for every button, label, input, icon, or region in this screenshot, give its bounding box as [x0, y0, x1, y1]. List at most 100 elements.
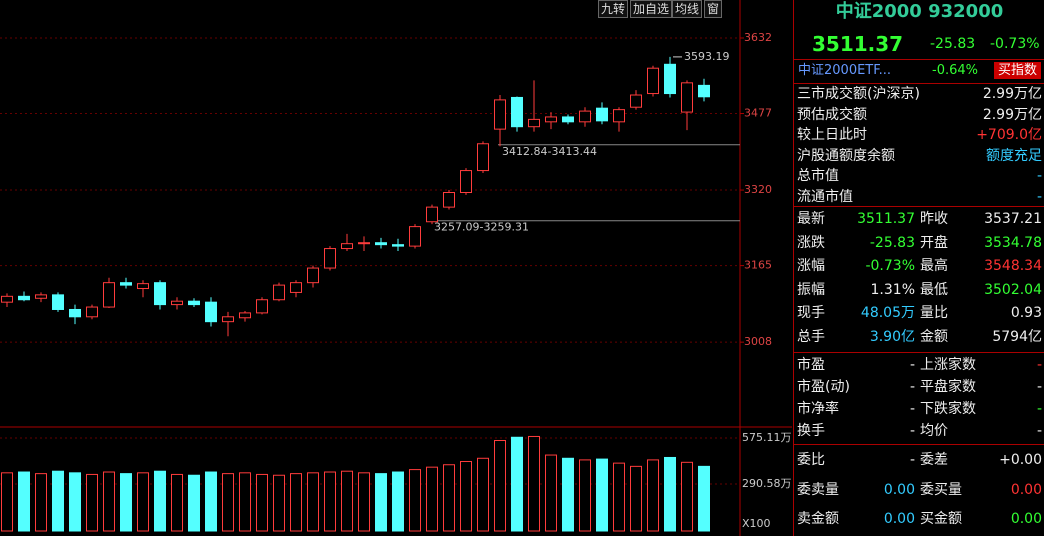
- volume-bar: [222, 473, 234, 532]
- candle-body: [86, 306, 98, 318]
- quote-row: 卖金额 0.00 买金额 0.00: [794, 508, 1044, 530]
- quote-text: 3502.04: [984, 281, 1042, 298]
- volume-bar: [205, 471, 217, 532]
- volume-bar: [630, 465, 642, 532]
- quote-text: -: [1036, 357, 1042, 373]
- candle-body: [443, 191, 455, 208]
- toolbar-button[interactable]: 均线: [672, 0, 703, 18]
- y-tick-label: 290.58万: [742, 477, 792, 490]
- quote-text: 5794亿: [992, 328, 1042, 345]
- quote-row: 沪股通额度余额 额度充足: [794, 145, 1044, 167]
- quote-text: 平盘家数: [920, 379, 976, 395]
- y-tick-label: 3477: [744, 107, 772, 120]
- volume-bar: [443, 464, 455, 532]
- quote-text: 48.05万: [860, 305, 915, 321]
- level-label: 3412.84-3413.44: [502, 145, 597, 158]
- candle-body: [341, 243, 353, 250]
- quote-text: 额度充足: [986, 147, 1042, 164]
- candle-body: [324, 248, 336, 269]
- quote-text: -: [909, 357, 915, 373]
- quote-text: 1.31%: [870, 281, 915, 298]
- volume-bar: [86, 473, 98, 532]
- quote-text: -: [1036, 379, 1042, 395]
- quote-text: 较上日此时: [797, 127, 867, 143]
- quote-text: 上涨家数: [920, 357, 976, 373]
- quote-text: 委买量: [920, 481, 962, 498]
- candle-body: [562, 116, 574, 123]
- quote-text: 3.90亿: [869, 328, 915, 345]
- toolbar-button[interactable]: 加自选: [630, 0, 673, 18]
- quote-text: 3548.34: [984, 258, 1042, 274]
- index-title: 中证2000 932000: [835, 1, 1004, 22]
- quote-row: 现手 48.05万 量比 0.93: [794, 302, 1044, 324]
- volume-bar: [409, 469, 421, 532]
- volume-bar: [681, 461, 693, 532]
- candle-body: [494, 99, 506, 130]
- candle-body: [1, 295, 13, 303]
- quote-text: -: [1036, 168, 1042, 184]
- candle-body: [664, 63, 676, 95]
- quote-text: 0.00: [883, 511, 915, 527]
- quote-row: 涨跌 -25.83 开盘 3534.78: [794, 232, 1044, 254]
- quote-text: 0.93: [1010, 305, 1042, 321]
- quote-text: -: [909, 452, 915, 468]
- volume-bar: [477, 457, 489, 532]
- quote-text: 0.00: [883, 481, 915, 498]
- etf-pct: -0.64%: [932, 63, 978, 78]
- candle-body: [290, 282, 302, 293]
- etf-name[interactable]: 中证2000ETF...: [798, 63, 892, 78]
- candle-body: [171, 300, 183, 306]
- y-tick-label: 575.11万: [742, 431, 792, 444]
- volume-bar: [52, 470, 64, 532]
- y-tick-label: 3632: [744, 31, 772, 44]
- quote-text: 0.00: [1010, 511, 1042, 527]
- candle-body: [477, 143, 489, 172]
- candle-body: [256, 299, 268, 314]
- candle-body: [307, 267, 319, 284]
- volume-bar: [698, 465, 710, 532]
- volume-bar: [494, 440, 506, 532]
- quote-text: 委差: [920, 452, 948, 468]
- level-label: 3257.09-3259.31: [434, 221, 529, 234]
- quote-text: 量比: [920, 305, 948, 321]
- quote-text: 委比: [797, 452, 825, 468]
- candle-body: [154, 282, 166, 306]
- quote-text: 昨收: [920, 211, 948, 227]
- quote-text: 现手: [797, 305, 825, 321]
- candle-body: [409, 226, 421, 247]
- candle-body: [273, 284, 285, 301]
- quote-text: 买金额: [920, 511, 962, 527]
- quote-text: +0.00: [999, 452, 1042, 468]
- candle-body: [698, 84, 710, 98]
- candle-body: [613, 109, 625, 123]
- quote-text: 3534.78: [984, 234, 1042, 251]
- candle-body: [69, 308, 81, 318]
- quote-row: 委比 - 委差 +0.00: [794, 449, 1044, 471]
- quote-text: -: [1036, 188, 1042, 205]
- volume-bar: [273, 474, 285, 532]
- quote-text: 金额: [920, 328, 948, 345]
- quote-text: 总手: [797, 328, 825, 345]
- volume-bar: [341, 470, 353, 532]
- volume-bar: [579, 459, 591, 532]
- quote-row: 流通市值 -: [794, 186, 1044, 208]
- volume-bar: [647, 459, 659, 532]
- volume-bar: [511, 436, 523, 532]
- quote-text: 3537.21: [984, 211, 1042, 227]
- toolbar-button[interactable]: 九转: [598, 0, 629, 18]
- candle-body: [137, 283, 149, 290]
- volume-bar: [358, 472, 370, 532]
- buy-button[interactable]: 买指数: [994, 62, 1042, 79]
- volume-bar: [239, 472, 251, 532]
- candle-body: [681, 82, 693, 113]
- candle-body: [460, 170, 472, 193]
- toolbar-button[interactable]: 窗: [704, 0, 723, 18]
- volume-bar: [375, 473, 387, 532]
- volume-bar: [256, 473, 268, 532]
- candle-body: [120, 282, 132, 286]
- quote-text: 换手: [797, 423, 825, 439]
- quote-text: -0.73%: [865, 258, 915, 274]
- quote-panel: 中证2000 932000 3511.37 -25.83 -0.73% 中证20…: [793, 0, 1044, 536]
- quote-text: 委卖量: [797, 481, 839, 498]
